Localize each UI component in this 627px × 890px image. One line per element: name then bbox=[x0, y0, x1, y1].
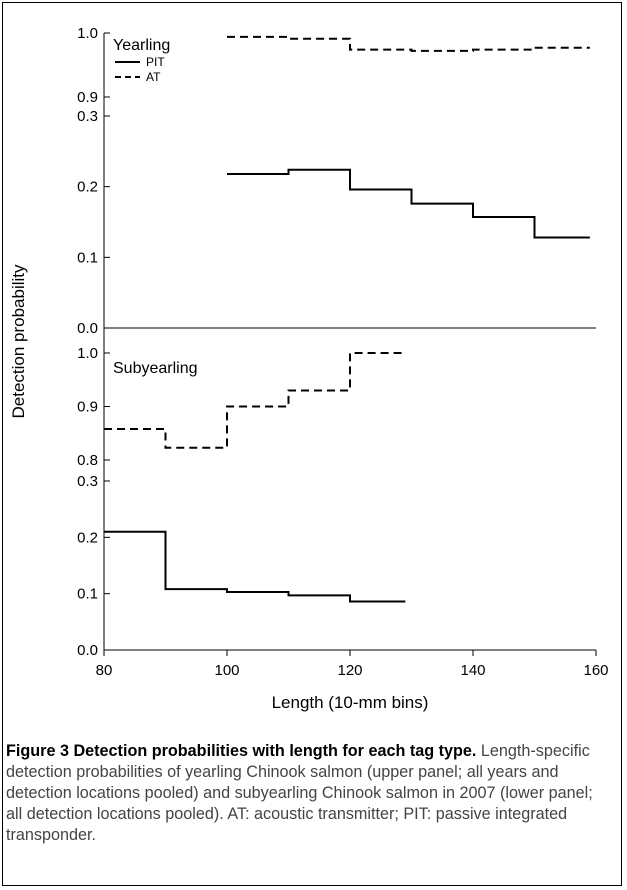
x-tick-label: 140 bbox=[460, 662, 485, 679]
y-tick-label: 0.1 bbox=[77, 586, 98, 603]
series-at-yearling-line bbox=[227, 35, 590, 52]
y-tick-label: 0.0 bbox=[77, 642, 98, 659]
x-tick-label: 80 bbox=[96, 662, 113, 679]
y-tick-label: 0.2 bbox=[77, 529, 98, 546]
panel-label: Yearling bbox=[113, 37, 170, 54]
x-tick-label: 160 bbox=[583, 662, 608, 679]
legend-pit-label: PIT bbox=[146, 55, 165, 69]
y-tick-label: 0.8 bbox=[77, 452, 98, 469]
series-at-subyearling-line bbox=[104, 352, 406, 449]
x-axis-title: Length (10-mm bins) bbox=[272, 693, 429, 712]
y-tick-label: 0.3 bbox=[77, 473, 98, 490]
y-tick-label: 0.3 bbox=[77, 108, 98, 125]
y-tick-label: 0.9 bbox=[77, 89, 98, 106]
x-tick-label: 100 bbox=[214, 662, 239, 679]
y-tick-label: 0.0 bbox=[77, 320, 98, 337]
figure-caption: Figure 3 Detection probabilities with le… bbox=[6, 741, 611, 846]
y-tick-label: 1.0 bbox=[77, 345, 98, 362]
y-tick-label: 0.1 bbox=[77, 249, 98, 266]
legend-at-label: AT bbox=[146, 70, 161, 84]
y-tick-label: 0.2 bbox=[77, 179, 98, 196]
detection-probability-chart: 0.9 1.0 0.0 0.1 0.2 0.3 Yearling 0.8 0.9 1.0 0.0 0.… bbox=[9, 25, 609, 712]
panel-label: Subyearling bbox=[113, 360, 198, 377]
caption-body: Length-specific detection probabilities … bbox=[6, 742, 593, 844]
caption-title: Figure 3 Detection probabilities with le… bbox=[6, 742, 477, 760]
y-axis-title: Detection probability bbox=[9, 264, 28, 419]
series-pit-subyearling-line bbox=[104, 530, 406, 603]
y-tick-label: 0.9 bbox=[77, 399, 98, 416]
x-tick-label: 120 bbox=[337, 662, 362, 679]
y-tick-label: 1.0 bbox=[77, 25, 98, 42]
series-pit-yearling-line bbox=[227, 168, 590, 239]
